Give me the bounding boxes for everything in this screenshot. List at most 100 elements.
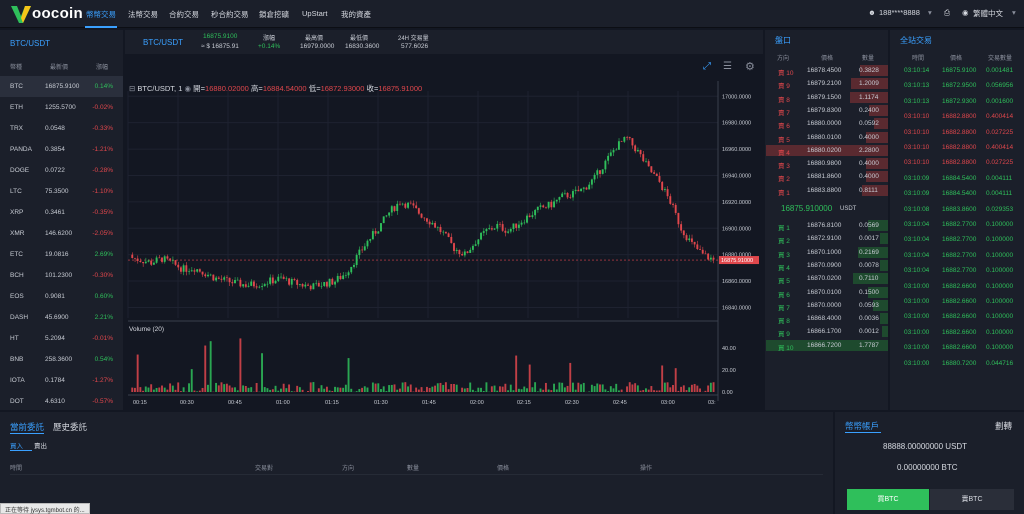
candle-body: [555, 199, 558, 202]
user-phone[interactable]: 188****8888: [879, 8, 920, 17]
tab-order-history[interactable]: 歷史委託: [53, 422, 88, 432]
ask-depth-bar: [851, 78, 888, 90]
account-title-underline: [845, 432, 881, 433]
volume-bar: [182, 387, 185, 392]
bid-row[interactable]: 買 10 16866.7200 1.7787: [766, 339, 888, 352]
ask-row[interactable]: 賣 10 16878.4500 0.3828: [766, 64, 888, 77]
bid-row[interactable]: 買 9 16866.1700 0.0012: [766, 325, 888, 338]
candle-body: [412, 203, 415, 206]
bid-row[interactable]: 買 4 16870.0900 0.0078: [766, 259, 888, 272]
pair-row[interactable]: EOS 0.9081 0.60%: [0, 286, 123, 307]
volume-bar: [620, 389, 623, 392]
volume-bar: [555, 389, 558, 392]
volume-bar: [709, 382, 712, 392]
nav-fiat[interactable]: 法幣交易: [128, 10, 158, 19]
volume-bar: [420, 387, 423, 392]
printer-icon[interactable]: ⎙: [944, 8, 950, 17]
trade-qty: 0.029353: [986, 205, 1014, 213]
pair-symbol: XMR: [10, 230, 25, 237]
candle-body: [177, 264, 180, 268]
fullscreen-icon[interactable]: ⤢: [703, 61, 711, 72]
ask-qty: 1.2009: [859, 80, 879, 88]
trades-header-price: 價格: [950, 56, 963, 62]
pair-row[interactable]: XRP 0.3461 -0.35%: [0, 202, 123, 223]
candle-body: [626, 136, 628, 138]
bid-row[interactable]: 買 8 16868.4000 0.0036: [766, 312, 888, 325]
nav-spot[interactable]: 幣幣交易: [86, 10, 116, 19]
pair-row[interactable]: DOGE 0.0722 -0.28%: [0, 160, 123, 181]
volume-tick-label: 40.00: [722, 346, 736, 352]
filter-buy[interactable]: 買入: [10, 443, 23, 450]
ask-row[interactable]: 賣 7 16879.8300 0.2400: [766, 104, 888, 117]
ask-row[interactable]: 賣 9 16879.2100 1.2009: [766, 77, 888, 90]
pair-row[interactable]: BTC 16875.9100 0.14%: [0, 76, 123, 97]
ask-row[interactable]: 賣 4 16880.0200 2.2800: [766, 144, 888, 157]
y-tick-label: 17000.0000: [722, 94, 751, 100]
nav-second-contract[interactable]: 秒合約交易: [211, 10, 249, 19]
ask-row[interactable]: 賣 8 16879.1500 1.1174: [766, 91, 888, 104]
globe-icon[interactable]: ◉: [962, 8, 969, 17]
trade-qty: 0.100000: [986, 344, 1014, 352]
pair-row[interactable]: ETC 19.0816 2.69%: [0, 244, 123, 265]
pair-row[interactable]: LTC 75.3500 -1.10%: [0, 181, 123, 202]
pair-row[interactable]: BCH 101.2300 -0.30%: [0, 265, 123, 286]
candle-body: [442, 231, 445, 233]
language-select[interactable]: 繁體中文: [973, 9, 1003, 18]
user-icon[interactable]: ☻: [868, 8, 876, 17]
bid-row[interactable]: 買 7 16870.0000 0.0593: [766, 299, 888, 312]
bid-row[interactable]: 買 6 16870.0100 0.1500: [766, 286, 888, 299]
nav-staking[interactable]: 鎖倉挖礦: [259, 10, 289, 19]
ask-row[interactable]: 賣 2 16881.8600 0.4000: [766, 170, 888, 183]
transfer-button[interactable]: 劃轉: [995, 421, 1013, 431]
volume-bar: [301, 389, 304, 392]
logo[interactable]: oocoin: [10, 4, 105, 24]
pair-row[interactable]: BNB 258.3600 0.54%: [0, 349, 123, 370]
candle-body: [434, 222, 437, 228]
chevron-down-icon[interactable]: ▾: [1012, 8, 1016, 17]
sell-btc-button[interactable]: 賣BTC: [930, 489, 1014, 510]
collapse-icon[interactable]: ⊟: [129, 84, 136, 93]
legend-close-label: 收=: [366, 84, 379, 93]
candle-body: [139, 260, 142, 263]
bid-row[interactable]: 買 5 16870.0200 0.7110: [766, 272, 888, 285]
ask-price: 16880.0100: [807, 133, 842, 141]
pair-row[interactable]: IOTA 0.1784 -1.27%: [0, 370, 123, 391]
chevron-down-icon[interactable]: ▾: [928, 8, 932, 17]
pair-row[interactable]: TRX 0.0548 -0.33%: [0, 118, 123, 139]
ask-row[interactable]: 賣 3 16880.9800 0.4000: [766, 157, 888, 170]
ask-row[interactable]: 賣 1 16883.8800 0.8111: [766, 184, 888, 197]
eye-icon[interactable]: ◉: [184, 84, 192, 93]
ask-depth-bar: [866, 131, 888, 143]
volume-bar: [150, 384, 153, 392]
nav-contract[interactable]: 合約交易: [169, 10, 199, 19]
ask-row[interactable]: 賣 6 16880.0000 0.0592: [766, 117, 888, 130]
pair-row[interactable]: ETH 1255.5700 -0.02%: [0, 97, 123, 118]
gear-icon[interactable]: ⚙: [745, 61, 755, 73]
bid-row[interactable]: 買 3 16870.1000 0.2169: [766, 246, 888, 259]
pair-row[interactable]: DOT 4.6310 -0.57%: [0, 391, 123, 412]
volume-bar: [404, 382, 407, 392]
candle-body: [682, 230, 685, 236]
buy-btc-button[interactable]: 買BTC: [847, 489, 929, 510]
ask-row[interactable]: 賣 5 16880.0100 0.4000: [766, 131, 888, 144]
bid-row[interactable]: 買 2 16872.9100 0.0017: [766, 232, 888, 245]
pair-row[interactable]: XMR 146.6200 -2.05%: [0, 223, 123, 244]
volume-bar: [661, 365, 664, 392]
nav-upstart[interactable]: UpStart: [302, 9, 328, 18]
bid-row[interactable]: 買 1 16876.8100 0.0569: [766, 219, 888, 232]
volume-bar: [423, 391, 426, 392]
nav-assets[interactable]: 我的資產: [341, 10, 371, 19]
tab-current-orders[interactable]: 當前委託: [10, 422, 45, 432]
pair-row[interactable]: HT 5.2094 -0.01%: [0, 328, 123, 349]
candlestick-chart[interactable]: 17000.0000 16980.0000 16960.0000 16940.0000…: [125, 56, 763, 410]
filter-sell[interactable]: 賣出: [34, 443, 47, 450]
volume-bar: [507, 390, 510, 392]
volume-bar: [161, 385, 163, 392]
pair-row[interactable]: PANDA 0.3854 -1.21%: [0, 139, 123, 160]
pair-row[interactable]: DASH 45.6900 2.21%: [0, 307, 123, 328]
trade-row: 03:10:08 16883.8600 0.029353: [890, 203, 1024, 218]
volume-bar: [631, 384, 634, 392]
ask-price: 16880.9800: [807, 160, 842, 168]
indicator-icon[interactable]: ☰: [723, 61, 732, 72]
bid-depth-bar: [880, 313, 888, 325]
